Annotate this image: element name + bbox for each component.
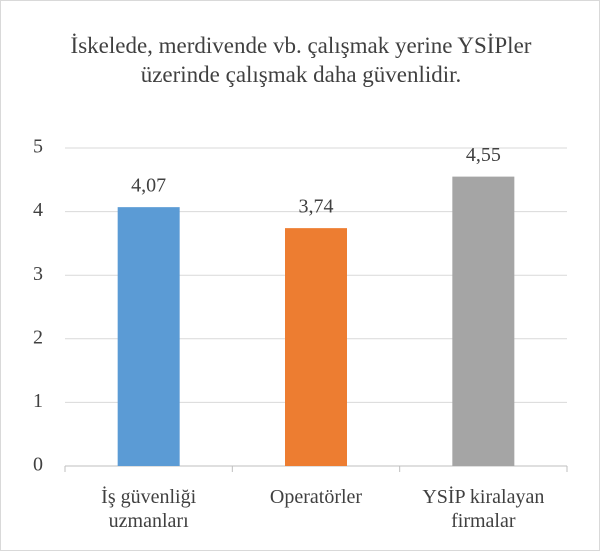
chart-title: İskelede, merdivende vb. çalışmak yerine… [70,33,532,87]
x-tick-label: Operatörler [269,486,363,508]
value-label: 4,55 [466,144,501,166]
bar [285,228,347,466]
bar [452,176,515,466]
value-label: 4,07 [131,175,166,197]
y-tick-label: 5 [33,136,43,158]
y-tick-label: 0 [33,454,43,476]
y-tick-label: 1 [33,390,43,412]
value-label: 3,74 [299,196,334,218]
x-tick-label: İş güvenliği uzmanları [101,486,197,532]
y-tick-label: 3 [33,263,43,285]
y-tick-label: 2 [33,326,43,348]
x-tick-label: YSİP kiralayan firmalar [422,486,545,532]
bar [117,207,180,466]
y-tick-label: 4 [33,199,43,221]
